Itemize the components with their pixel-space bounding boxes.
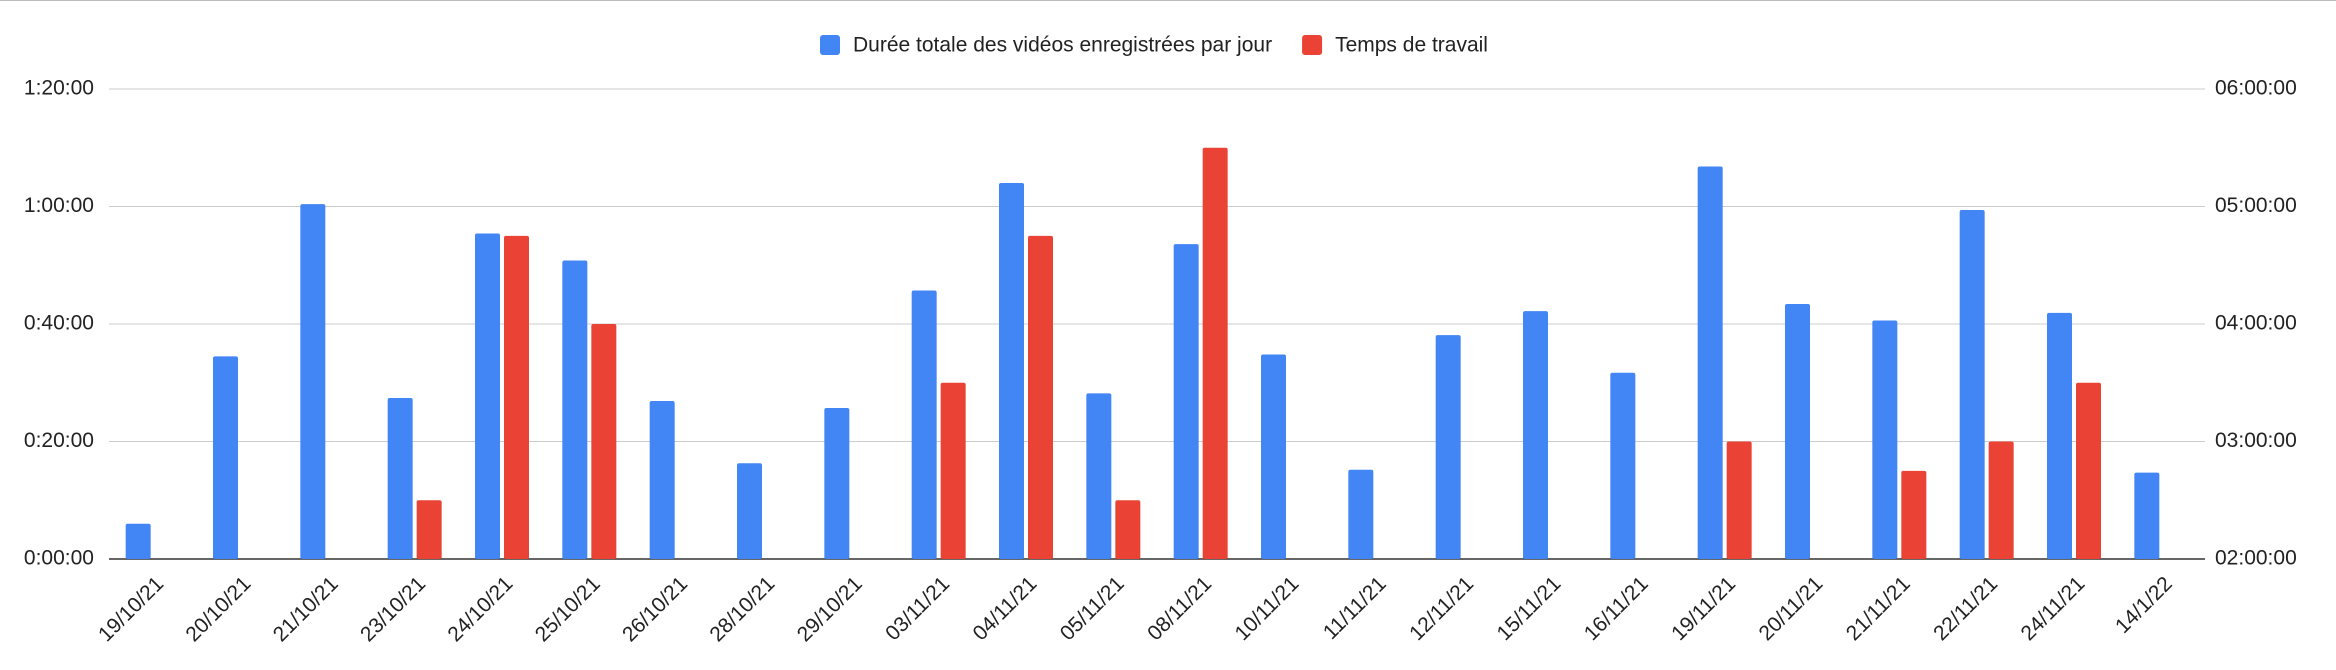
- bar: [416, 500, 442, 559]
- x-tick-label: 20/10/21: [181, 572, 255, 646]
- bar: [1872, 320, 1898, 559]
- bar: [940, 382, 966, 559]
- legend-swatch: [820, 35, 840, 55]
- bar: [125, 523, 151, 559]
- bar: [1115, 500, 1141, 559]
- bar: [1086, 393, 1112, 559]
- legend-label: Durée totale des vidéos enregistrées par…: [853, 34, 1272, 57]
- bar: [649, 400, 675, 559]
- legend-swatch: [1302, 35, 1323, 55]
- y-tick-label: 1:00:00: [24, 194, 94, 217]
- x-tick-label: 12/11/21: [1405, 572, 1478, 645]
- y-tick-label: 1:20:00: [24, 77, 94, 100]
- x-tick-label: 24/10/21: [443, 572, 517, 646]
- bar: [1726, 441, 1752, 559]
- bar: [1202, 147, 1228, 559]
- y2-tick-label: 06:00:00: [2215, 77, 2297, 100]
- bar: [1610, 372, 1636, 559]
- x-tick-label: 03/11/21: [881, 572, 954, 645]
- bar: [999, 183, 1024, 559]
- bar: [475, 233, 500, 559]
- bar: [911, 290, 937, 559]
- x-tick-label: 04/11/21: [968, 572, 1041, 645]
- bar: [2076, 382, 2101, 559]
- bar: [2134, 472, 2160, 559]
- x-tick-label: 14/1/22: [2111, 572, 2177, 638]
- bar: [824, 408, 850, 559]
- x-tick-label: 23/10/21: [356, 572, 430, 646]
- bar: [387, 398, 413, 559]
- y2-tick-label: 03:00:00: [2215, 429, 2297, 452]
- x-tick-label: 16/11/21: [1580, 572, 1653, 645]
- x-tick-label: 15/11/21: [1492, 572, 1565, 645]
- x-tick-label: 22/11/21: [1929, 572, 2002, 645]
- bar: [1959, 210, 1985, 559]
- x-tick-label: 21/10/21: [269, 572, 343, 646]
- x-tick-label: 24/11/21: [2016, 572, 2089, 645]
- x-tick-label: 25/10/21: [531, 572, 605, 646]
- y-tick-label: 0:40:00: [24, 312, 94, 335]
- bar: [2047, 312, 2072, 559]
- legend-label: Temps de travail: [1335, 34, 1488, 57]
- bar: [1523, 311, 1548, 559]
- bar: [1988, 441, 2014, 559]
- x-tick-label: 08/11/21: [1143, 572, 1216, 645]
- y-tick-label: 0:20:00: [24, 429, 94, 452]
- y2-tick-label: 04:00:00: [2215, 312, 2297, 335]
- x-tick-label: 29/10/21: [793, 572, 867, 646]
- bar: [1261, 354, 1286, 559]
- bar: [1028, 235, 1053, 559]
- x-tick-label: 11/11/21: [1319, 572, 1391, 644]
- x-tick-label: 26/10/21: [618, 572, 692, 646]
- x-tick-label: 05/11/21: [1056, 572, 1129, 645]
- x-tick-label: 10/11/21: [1230, 572, 1303, 645]
- bar: [504, 235, 529, 559]
- x-tick-label: 28/10/21: [705, 572, 779, 646]
- bar: [300, 204, 326, 559]
- bar: [562, 260, 588, 559]
- bar: [737, 463, 762, 559]
- bar: [1697, 166, 1723, 560]
- bar: [213, 356, 238, 559]
- y2-tick-label: 02:00:00: [2215, 547, 2297, 570]
- x-tick-label: 19/11/21: [1667, 572, 1740, 645]
- bar: [1785, 304, 1810, 559]
- bar: [1901, 470, 1927, 559]
- y-tick-label: 0:00:00: [24, 547, 94, 570]
- x-tick-label: 20/11/21: [1754, 572, 1827, 645]
- bar: [1348, 469, 1374, 559]
- y2-tick-label: 05:00:00: [2215, 194, 2297, 217]
- bar: [1435, 335, 1461, 559]
- bar: [1173, 244, 1199, 559]
- x-tick-label: 21/11/21: [1842, 572, 1915, 645]
- x-tick-label: 19/10/21: [94, 572, 168, 646]
- bar: [591, 324, 617, 559]
